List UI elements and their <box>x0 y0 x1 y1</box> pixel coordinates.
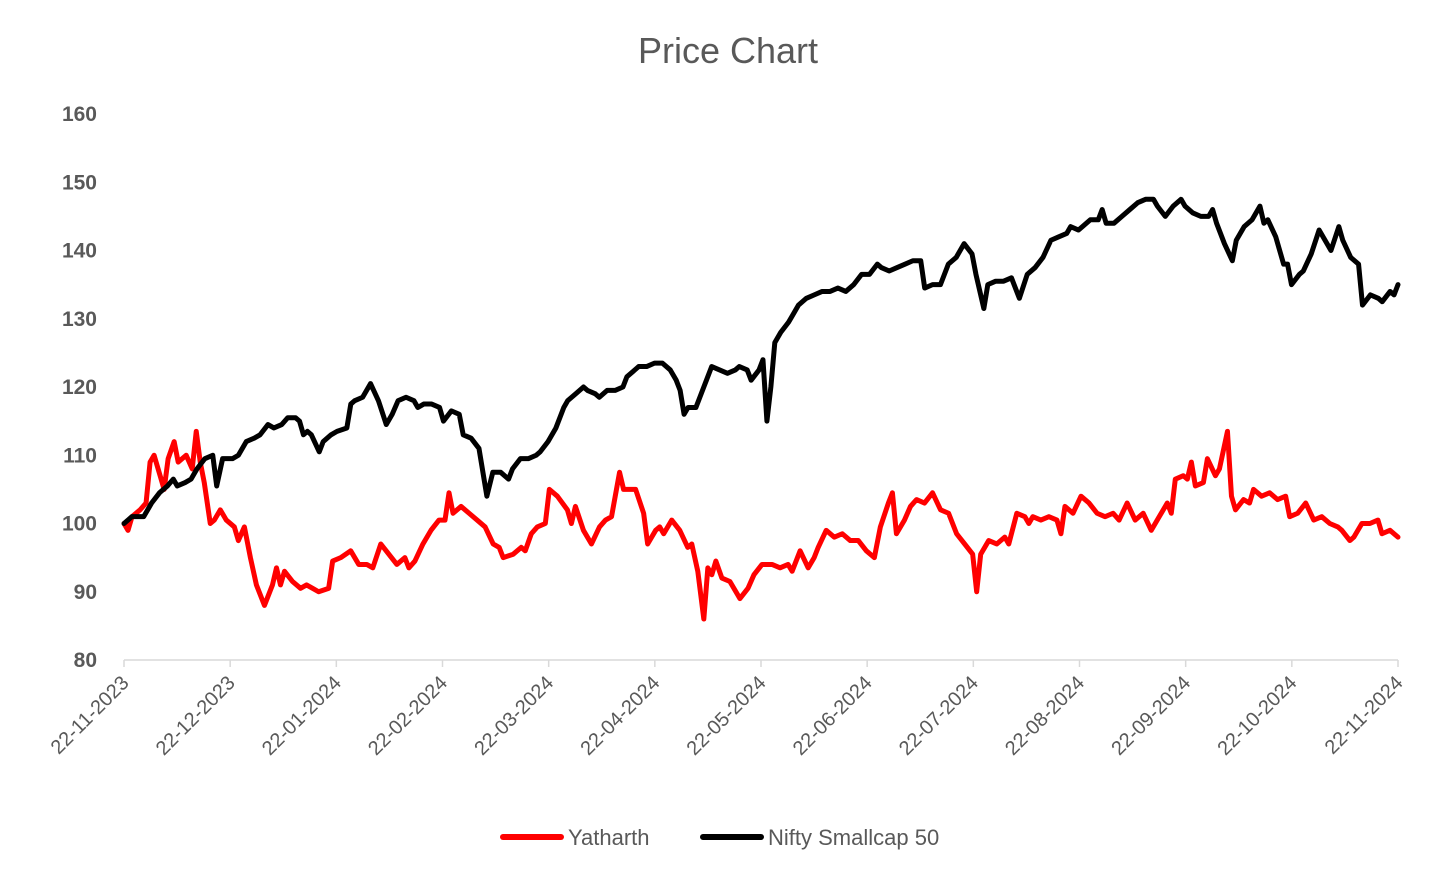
y-tick-label: 80 <box>74 649 97 672</box>
chart-title: Price Chart <box>638 30 818 71</box>
y-tick-label: 110 <box>63 444 97 467</box>
y-tick-label: 160 <box>62 103 97 126</box>
legend-label: Nifty Smallcap 50 <box>768 825 939 850</box>
series-lines <box>121 196 1401 622</box>
y-tick-label: 140 <box>62 240 97 263</box>
legend-label: Yatharth <box>568 825 650 850</box>
y-tick-label: 150 <box>62 171 97 194</box>
y-axis-ticks: 160 150 140 130 120 110 100 90 80 <box>62 103 97 672</box>
y-tick-label: 100 <box>62 513 97 536</box>
series-line-yatharth <box>121 428 1401 622</box>
y-tick-label: 120 <box>62 376 97 399</box>
series-line-nifty-smallcap-50 <box>121 196 1401 526</box>
legend: Yatharth Nifty Smallcap 50 <box>500 825 939 850</box>
y-tick-label: 130 <box>62 308 97 331</box>
y-tick-label: 90 <box>74 581 97 604</box>
